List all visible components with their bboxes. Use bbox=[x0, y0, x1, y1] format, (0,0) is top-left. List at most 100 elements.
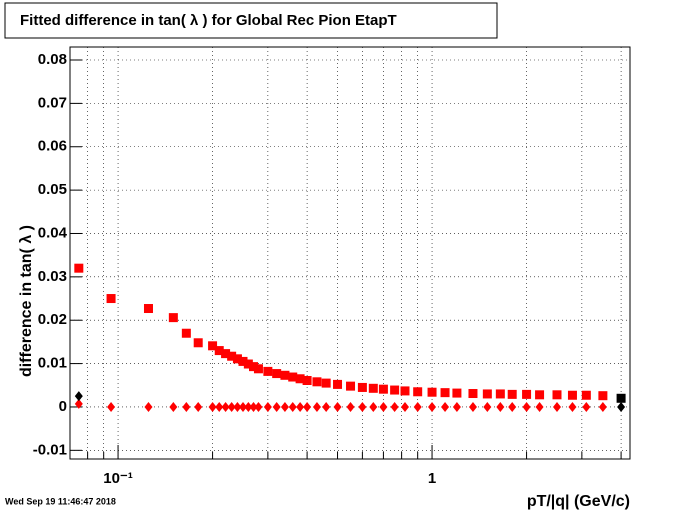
marker-square bbox=[482, 389, 492, 399]
marker-square bbox=[106, 294, 116, 304]
marker-square bbox=[181, 328, 191, 338]
marker-square bbox=[232, 354, 242, 364]
marker-diamond bbox=[468, 401, 477, 412]
y-tick-label: 0.07 bbox=[38, 94, 67, 111]
marker-square bbox=[400, 386, 410, 396]
marker-diamond bbox=[239, 401, 248, 412]
x-tick-label: 10⁻¹ bbox=[103, 470, 133, 487]
marker-square bbox=[535, 390, 545, 400]
marker-square bbox=[368, 383, 378, 393]
plot-frame bbox=[69, 46, 631, 460]
marker-diamond bbox=[263, 401, 272, 412]
marker-diamond bbox=[390, 401, 399, 412]
marker-square bbox=[193, 338, 203, 348]
y-tick-label: 0.05 bbox=[38, 181, 67, 198]
marker-diamond bbox=[221, 401, 230, 412]
marker-square bbox=[581, 390, 591, 400]
marker-square bbox=[249, 362, 259, 372]
marker-diamond bbox=[254, 401, 263, 412]
title-box bbox=[4, 2, 498, 39]
y-tick-label: 0.06 bbox=[38, 138, 67, 155]
marker-diamond bbox=[553, 401, 562, 412]
marker-diamond bbox=[508, 401, 517, 412]
marker-diamond bbox=[74, 391, 83, 402]
marker-square bbox=[390, 385, 400, 395]
marker-diamond bbox=[428, 401, 437, 412]
marker-diamond bbox=[582, 401, 591, 412]
marker-diamond bbox=[272, 401, 281, 412]
marker-diamond bbox=[303, 401, 312, 412]
x-tick-label: 1 bbox=[428, 470, 436, 487]
marker-square bbox=[378, 384, 388, 394]
marker-square bbox=[143, 304, 153, 314]
marker-diamond bbox=[288, 401, 297, 412]
marker-square bbox=[74, 263, 84, 273]
marker-diamond bbox=[227, 401, 236, 412]
marker-square bbox=[598, 391, 608, 401]
marker-square bbox=[280, 370, 290, 380]
y-tick-label: 0.03 bbox=[38, 268, 67, 285]
marker-square bbox=[616, 393, 626, 403]
marker-square bbox=[321, 378, 331, 388]
marker-square bbox=[427, 387, 437, 397]
marker-diamond bbox=[333, 401, 342, 412]
marker-square bbox=[440, 388, 450, 398]
marker-diamond bbox=[233, 401, 242, 412]
marker-square bbox=[221, 349, 231, 359]
marker-diamond bbox=[496, 401, 505, 412]
marker-square bbox=[495, 389, 505, 399]
y-tick-label: 0.01 bbox=[38, 355, 67, 372]
marker-diamond bbox=[598, 401, 607, 412]
marker-square bbox=[452, 388, 462, 398]
marker-diamond bbox=[74, 398, 83, 409]
marker-square bbox=[208, 341, 218, 351]
marker-diamond bbox=[107, 401, 116, 412]
marker-diamond bbox=[452, 401, 461, 412]
marker-square bbox=[243, 359, 253, 369]
marker-diamond bbox=[617, 401, 626, 412]
marker-square bbox=[227, 351, 237, 361]
marker-diamond bbox=[483, 401, 492, 412]
marker-diamond bbox=[322, 401, 331, 412]
marker-diamond bbox=[169, 401, 178, 412]
marker-square bbox=[552, 390, 562, 400]
marker-diamond bbox=[144, 401, 153, 412]
marker-square bbox=[238, 356, 248, 366]
marker-square bbox=[413, 387, 423, 397]
marker-square bbox=[507, 389, 517, 399]
marker-diamond bbox=[441, 401, 450, 412]
marker-square bbox=[346, 381, 356, 391]
marker-square bbox=[253, 364, 263, 374]
marker-diamond bbox=[312, 401, 321, 412]
marker-square bbox=[522, 389, 532, 399]
marker-diamond bbox=[568, 401, 577, 412]
marker-square bbox=[312, 377, 322, 387]
marker-square bbox=[302, 376, 312, 386]
marker-square bbox=[168, 313, 178, 323]
marker-diamond bbox=[358, 401, 367, 412]
y-tick-label: 0 bbox=[59, 398, 67, 415]
y-tick-label: 0.04 bbox=[38, 224, 68, 241]
marker-square bbox=[333, 379, 343, 389]
marker-square bbox=[272, 369, 282, 379]
marker-diamond bbox=[215, 401, 224, 412]
marker-diamond bbox=[280, 401, 289, 412]
marker-diamond bbox=[346, 401, 355, 412]
y-tick-label: 0.02 bbox=[38, 311, 67, 328]
marker-diamond bbox=[522, 401, 531, 412]
marker-square bbox=[295, 374, 305, 384]
marker-square bbox=[567, 390, 577, 400]
marker-square bbox=[263, 366, 273, 376]
marker-diamond bbox=[400, 401, 409, 412]
marker-square bbox=[288, 372, 298, 382]
timestamp: Wed Sep 19 11:46:47 2018 bbox=[5, 496, 116, 506]
marker-diamond bbox=[296, 401, 305, 412]
y-tick-label: -0.01 bbox=[33, 441, 67, 458]
marker-diamond bbox=[369, 401, 378, 412]
marker-square bbox=[214, 346, 224, 356]
marker-square bbox=[357, 382, 367, 392]
chart-title: Fitted difference in tan( λ ) for Global… bbox=[20, 12, 397, 29]
y-axis-label: difference in tan( λ ) bbox=[18, 225, 35, 377]
